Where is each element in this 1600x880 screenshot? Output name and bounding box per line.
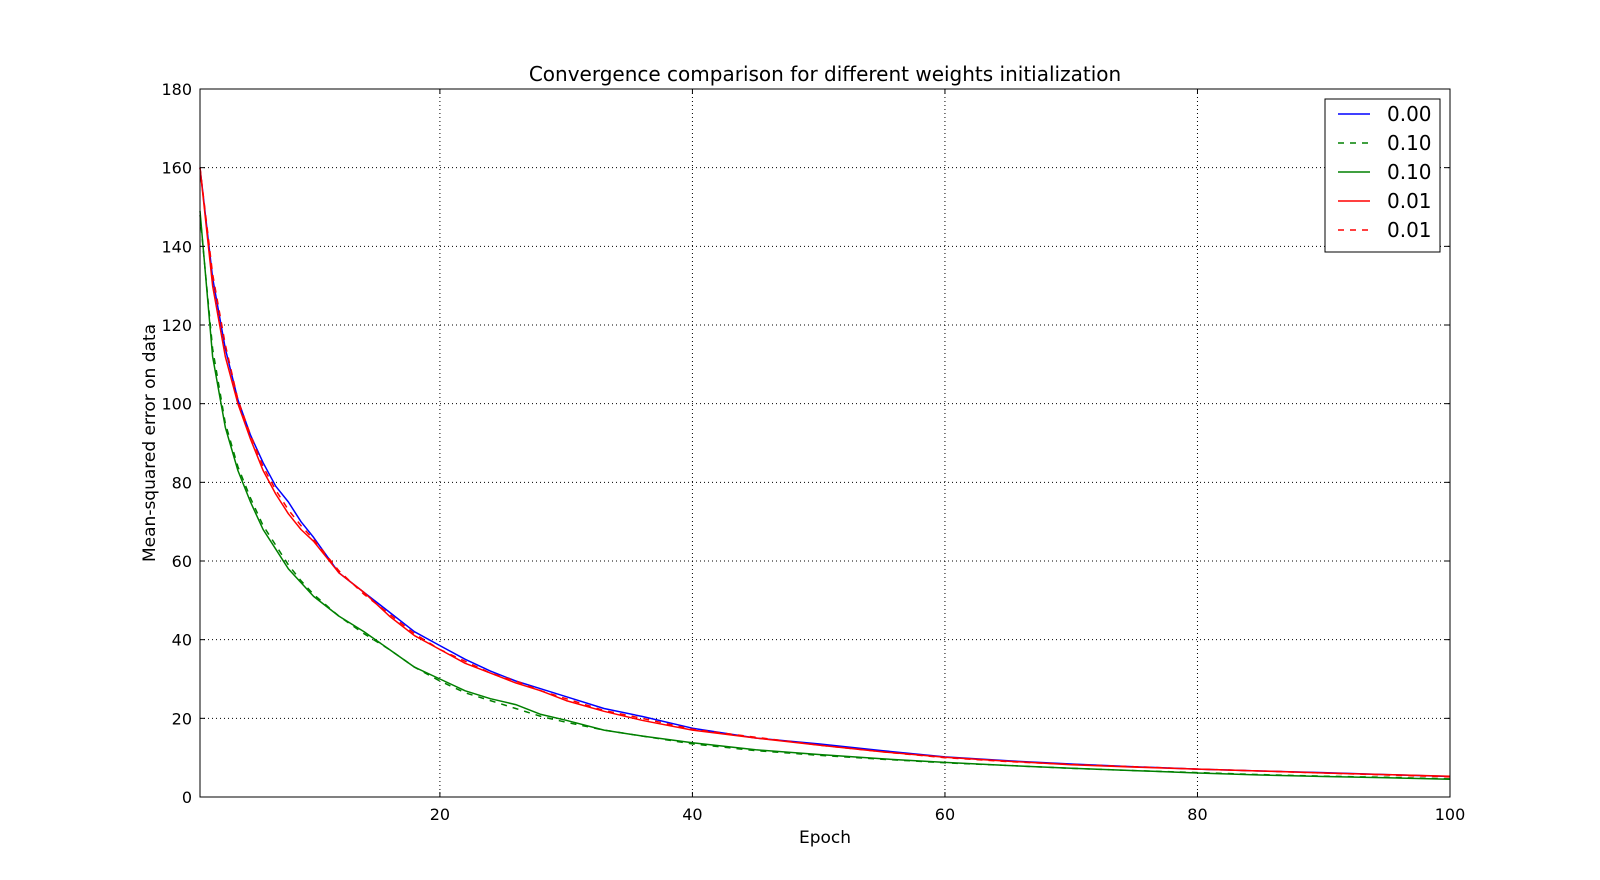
y-axis-label: Mean-squared error on data: [140, 324, 160, 562]
x-tick-label: 40: [682, 805, 702, 824]
chart-title: Convergence comparison for different wei…: [529, 62, 1121, 86]
x-axis-label: Epoch: [799, 828, 851, 848]
y-tick-label: 180: [161, 80, 192, 99]
y-tick-label: 60: [172, 552, 192, 571]
y-tick-label: 80: [172, 473, 192, 492]
y-tick-label: 40: [172, 631, 192, 650]
y-tick-label: 140: [161, 237, 192, 256]
y-tick-label: 160: [161, 159, 192, 178]
legend-label: 0.10: [1387, 131, 1432, 155]
plot-series: [199, 167, 1451, 781]
series-line-4: [199, 167, 1451, 778]
series-line-2: [199, 210, 1451, 781]
legend-label: 0.10: [1387, 160, 1432, 184]
x-tick-label: 100: [1435, 805, 1466, 824]
axis-ticks: 20 40 60 80 100 0 20 40 60 80 100 120 140 160 180: [161, 80, 1465, 824]
x-tick-label: 60: [935, 805, 955, 824]
y-tick-label: 100: [161, 395, 192, 414]
grid-lines: [200, 89, 1450, 797]
series-line-3: [199, 167, 1451, 777]
legend-box: [1324, 98, 1441, 253]
axes-frame: [199, 88, 1451, 798]
y-tick-label: 120: [161, 316, 192, 335]
y-tick-label: 20: [172, 709, 192, 728]
legend-label: 0.01: [1387, 189, 1432, 213]
x-tick-label: 80: [1187, 805, 1207, 824]
y-tick-label: 0: [182, 788, 192, 807]
legend-label: 0.01: [1387, 218, 1432, 242]
x-tick-label: 20: [430, 805, 450, 824]
legend-label: 0.00: [1387, 102, 1432, 126]
legend: 0.00 0.10 0.10 0.01 0.01: [1324, 98, 1441, 253]
series-line-1: [199, 214, 1451, 780]
